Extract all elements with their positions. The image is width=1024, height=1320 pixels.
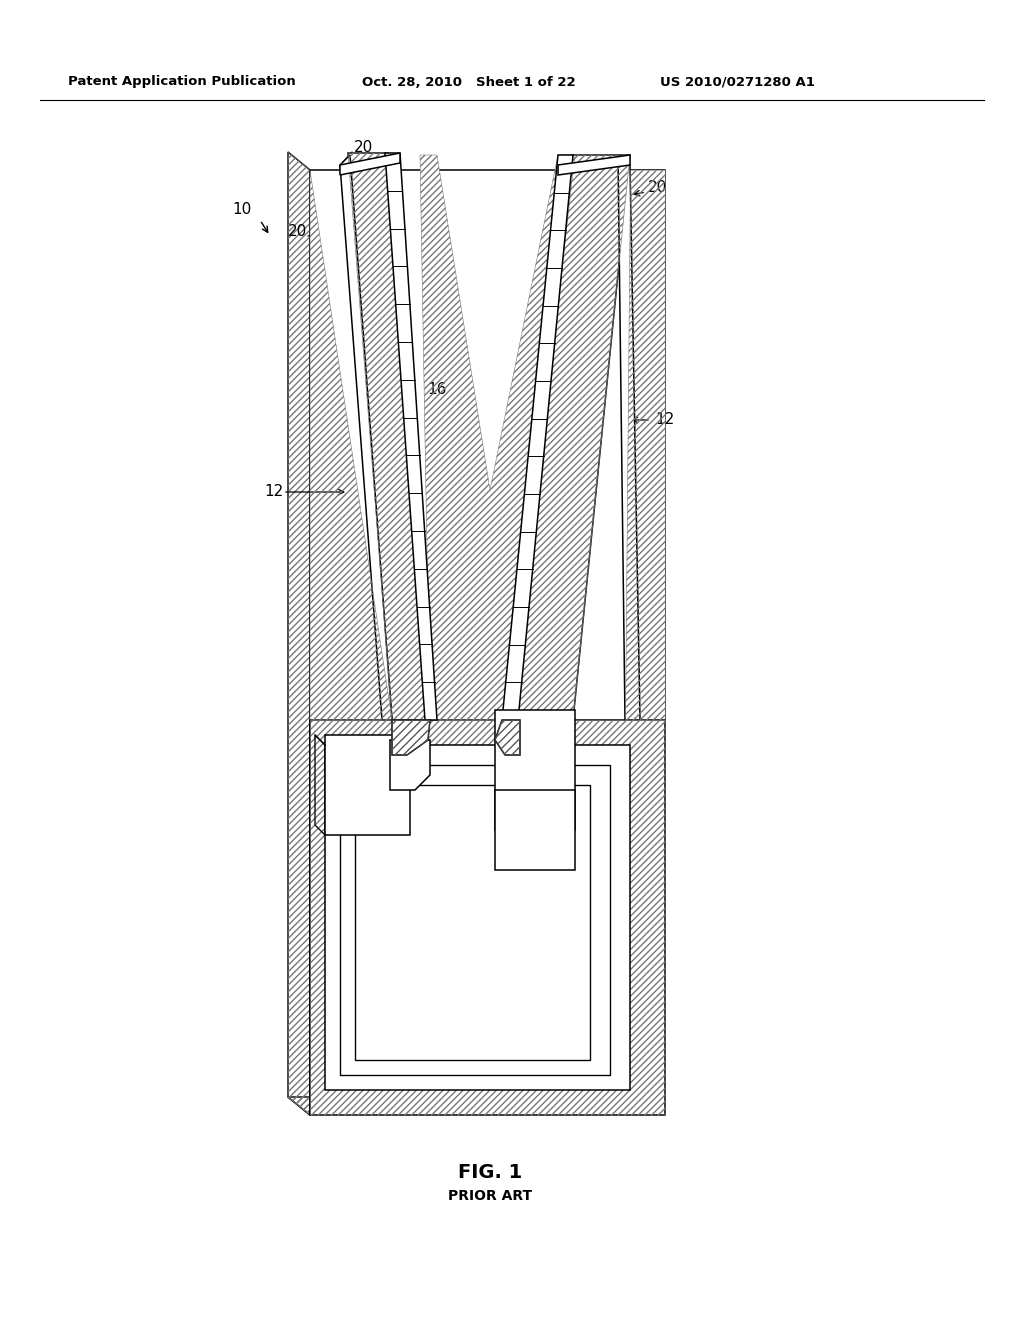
Text: FIG. 1: FIG. 1 [458, 1163, 522, 1181]
Bar [495, 789, 575, 870]
Polygon shape [310, 170, 665, 1115]
Polygon shape [420, 154, 575, 719]
Polygon shape [288, 152, 310, 1115]
Text: 20: 20 [648, 181, 668, 195]
Polygon shape [517, 154, 630, 719]
Bar [495, 710, 575, 830]
Bar [355, 785, 590, 1060]
Text: 10: 10 [232, 202, 251, 218]
Polygon shape [340, 153, 400, 176]
Text: 20: 20 [354, 140, 374, 156]
Text: Patent Application Publication: Patent Application Publication [68, 75, 296, 88]
Polygon shape [558, 154, 630, 176]
Text: 12: 12 [655, 412, 674, 428]
Text: US 2010/0271280 A1: US 2010/0271280 A1 [660, 75, 815, 88]
Polygon shape [340, 154, 392, 719]
Bar [340, 766, 610, 1074]
Polygon shape [392, 719, 430, 755]
Text: 12: 12 [264, 484, 284, 499]
Bar [325, 744, 630, 1090]
Text: Oct. 28, 2010: Oct. 28, 2010 [362, 75, 462, 88]
Polygon shape [625, 170, 665, 719]
Polygon shape [618, 154, 640, 719]
Text: 16: 16 [427, 383, 446, 397]
Polygon shape [310, 719, 665, 1115]
Polygon shape [310, 170, 392, 719]
Polygon shape [495, 719, 520, 755]
Polygon shape [502, 154, 573, 719]
Polygon shape [288, 1097, 665, 1115]
Text: Sheet 1 of 22: Sheet 1 of 22 [476, 75, 575, 88]
Polygon shape [348, 153, 430, 719]
Polygon shape [390, 741, 430, 789]
Text: 14: 14 [532, 797, 551, 813]
Polygon shape [385, 153, 437, 719]
Text: 18: 18 [532, 771, 551, 785]
Bar [325, 735, 410, 836]
Text: PRIOR ART: PRIOR ART [447, 1189, 532, 1203]
Text: 20: 20 [288, 224, 307, 239]
